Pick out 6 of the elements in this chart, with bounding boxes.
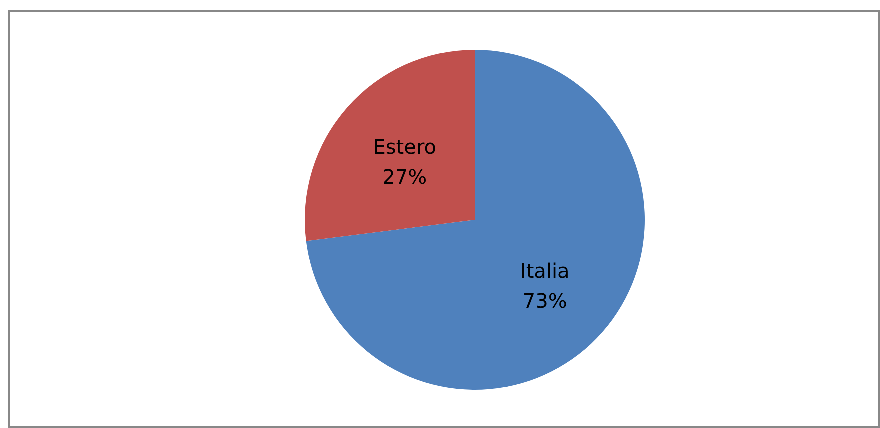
- data-label: 73%: [522, 288, 568, 313]
- data-label: 27%: [382, 165, 428, 190]
- slice-label: Estero: [373, 135, 436, 160]
- slice-label: Italia: [520, 258, 570, 283]
- pie-slice: [306, 50, 645, 390]
- pie-slice: [305, 50, 475, 242]
